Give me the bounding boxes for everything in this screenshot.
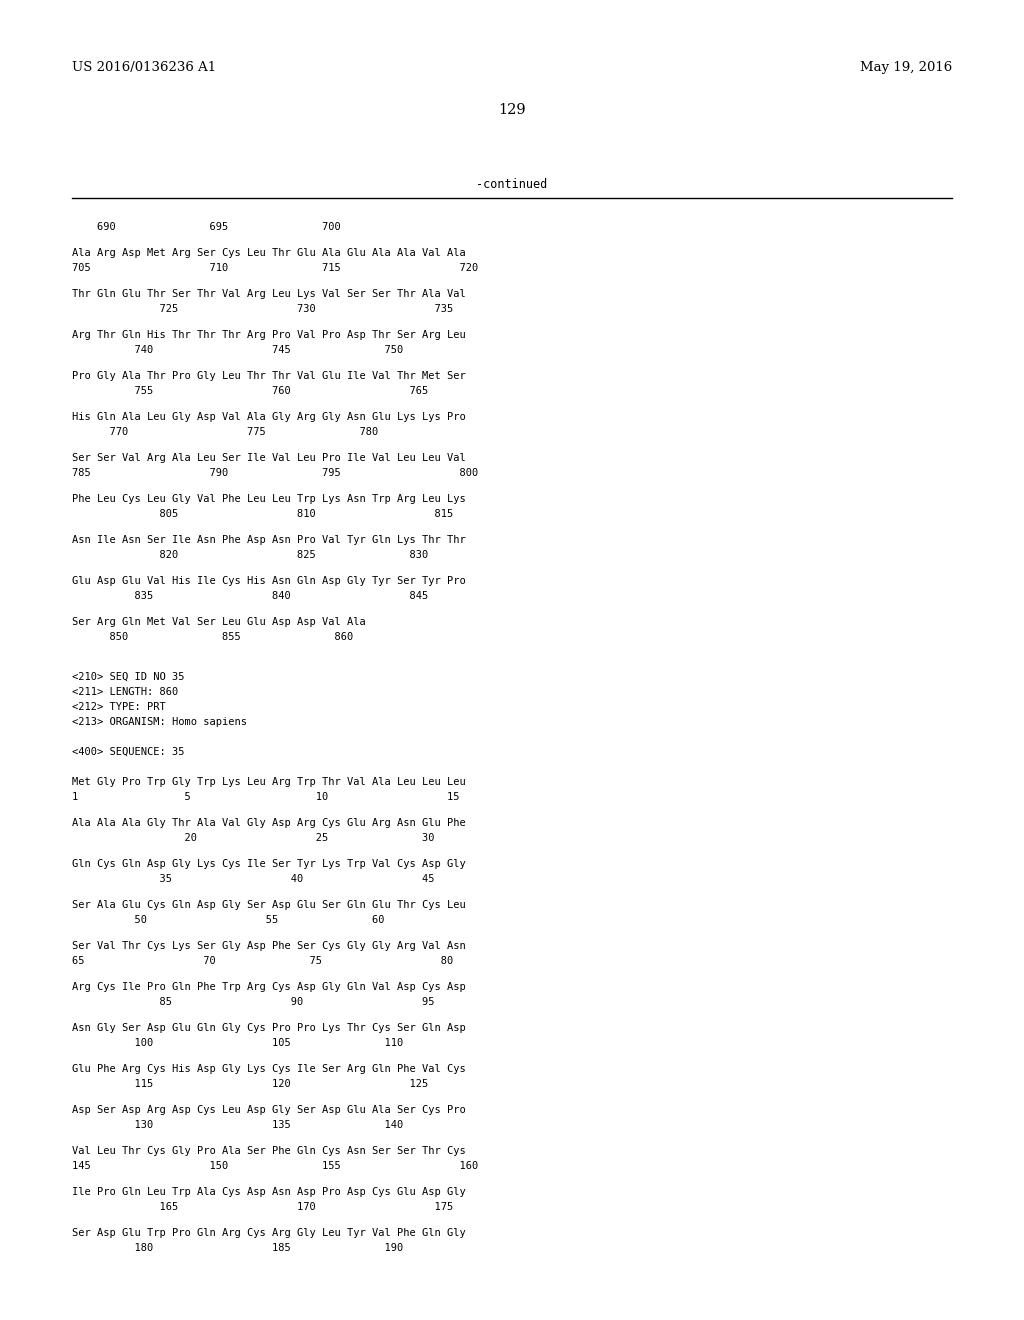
Text: Met Gly Pro Trp Gly Trp Lys Leu Arg Trp Thr Val Ala Leu Leu Leu: Met Gly Pro Trp Gly Trp Lys Leu Arg Trp …: [72, 777, 466, 787]
Text: <212> TYPE: PRT: <212> TYPE: PRT: [72, 702, 166, 711]
Text: US 2016/0136236 A1: US 2016/0136236 A1: [72, 62, 216, 74]
Text: Ser Ser Val Arg Ala Leu Ser Ile Val Leu Pro Ile Val Leu Leu Val: Ser Ser Val Arg Ala Leu Ser Ile Val Leu …: [72, 453, 466, 463]
Text: Thr Gln Glu Thr Ser Thr Val Arg Leu Lys Val Ser Ser Thr Ala Val: Thr Gln Glu Thr Ser Thr Val Arg Leu Lys …: [72, 289, 466, 300]
Text: Ser Asp Glu Trp Pro Gln Arg Cys Arg Gly Leu Tyr Val Phe Gln Gly: Ser Asp Glu Trp Pro Gln Arg Cys Arg Gly …: [72, 1228, 466, 1238]
Text: 180                   185               190: 180 185 190: [72, 1243, 403, 1253]
Text: Ser Val Thr Cys Lys Ser Gly Asp Phe Ser Cys Gly Gly Arg Val Asn: Ser Val Thr Cys Lys Ser Gly Asp Phe Ser …: [72, 941, 466, 950]
Text: Ala Ala Ala Gly Thr Ala Val Gly Asp Arg Cys Glu Arg Asn Glu Phe: Ala Ala Ala Gly Thr Ala Val Gly Asp Arg …: [72, 818, 466, 828]
Text: -continued: -continued: [476, 178, 548, 191]
Text: 145                   150               155                   160: 145 150 155 160: [72, 1162, 478, 1171]
Text: Val Leu Thr Cys Gly Pro Ala Ser Phe Gln Cys Asn Ser Ser Thr Cys: Val Leu Thr Cys Gly Pro Ala Ser Phe Gln …: [72, 1146, 466, 1156]
Text: Pro Gly Ala Thr Pro Gly Leu Thr Thr Val Glu Ile Val Thr Met Ser: Pro Gly Ala Thr Pro Gly Leu Thr Thr Val …: [72, 371, 466, 381]
Text: Phe Leu Cys Leu Gly Val Phe Leu Leu Trp Lys Asn Trp Arg Leu Lys: Phe Leu Cys Leu Gly Val Phe Leu Leu Trp …: [72, 494, 466, 504]
Text: Ala Arg Asp Met Arg Ser Cys Leu Thr Glu Ala Glu Ala Ala Val Ala: Ala Arg Asp Met Arg Ser Cys Leu Thr Glu …: [72, 248, 466, 257]
Text: 50                   55               60: 50 55 60: [72, 915, 384, 925]
Text: 740                   745               750: 740 745 750: [72, 345, 403, 355]
Text: 20                   25               30: 20 25 30: [72, 833, 434, 843]
Text: Ser Ala Glu Cys Gln Asp Gly Ser Asp Glu Ser Gln Glu Thr Cys Leu: Ser Ala Glu Cys Gln Asp Gly Ser Asp Glu …: [72, 900, 466, 909]
Text: Gln Cys Gln Asp Gly Lys Cys Ile Ser Tyr Lys Trp Val Cys Asp Gly: Gln Cys Gln Asp Gly Lys Cys Ile Ser Tyr …: [72, 859, 466, 869]
Text: 835                   840                   845: 835 840 845: [72, 591, 428, 601]
Text: 35                   40                   45: 35 40 45: [72, 874, 434, 884]
Text: 755                   760                   765: 755 760 765: [72, 385, 428, 396]
Text: <400> SEQUENCE: 35: <400> SEQUENCE: 35: [72, 747, 184, 756]
Text: Asp Ser Asp Arg Asp Cys Leu Asp Gly Ser Asp Glu Ala Ser Cys Pro: Asp Ser Asp Arg Asp Cys Leu Asp Gly Ser …: [72, 1105, 466, 1115]
Text: <213> ORGANISM: Homo sapiens: <213> ORGANISM: Homo sapiens: [72, 717, 247, 727]
Text: 785                   790               795                   800: 785 790 795 800: [72, 469, 478, 478]
Text: 820                   825               830: 820 825 830: [72, 550, 428, 560]
Text: Glu Phe Arg Cys His Asp Gly Lys Cys Ile Ser Arg Gln Phe Val Cys: Glu Phe Arg Cys His Asp Gly Lys Cys Ile …: [72, 1064, 466, 1074]
Text: <211> LENGTH: 860: <211> LENGTH: 860: [72, 686, 178, 697]
Text: 1                 5                    10                   15: 1 5 10 15: [72, 792, 460, 803]
Text: 705                   710               715                   720: 705 710 715 720: [72, 263, 478, 273]
Text: <210> SEQ ID NO 35: <210> SEQ ID NO 35: [72, 672, 184, 682]
Text: 85                   90                   95: 85 90 95: [72, 997, 434, 1007]
Text: 805                   810                   815: 805 810 815: [72, 510, 454, 519]
Text: Arg Thr Gln His Thr Thr Thr Arg Pro Val Pro Asp Thr Ser Arg Leu: Arg Thr Gln His Thr Thr Thr Arg Pro Val …: [72, 330, 466, 341]
Text: 100                   105               110: 100 105 110: [72, 1038, 403, 1048]
Text: 850               855               860: 850 855 860: [72, 632, 353, 642]
Text: Ile Pro Gln Leu Trp Ala Cys Asp Asn Asp Pro Asp Cys Glu Asp Gly: Ile Pro Gln Leu Trp Ala Cys Asp Asn Asp …: [72, 1187, 466, 1197]
Text: 725                   730                   735: 725 730 735: [72, 304, 454, 314]
Text: 115                   120                   125: 115 120 125: [72, 1078, 428, 1089]
Text: 690               695               700: 690 695 700: [72, 222, 341, 232]
Text: 129: 129: [499, 103, 525, 117]
Text: 165                   170                   175: 165 170 175: [72, 1203, 454, 1212]
Text: 770                   775               780: 770 775 780: [72, 426, 378, 437]
Text: May 19, 2016: May 19, 2016: [860, 62, 952, 74]
Text: Asn Gly Ser Asp Glu Gln Gly Cys Pro Pro Lys Thr Cys Ser Gln Asp: Asn Gly Ser Asp Glu Gln Gly Cys Pro Pro …: [72, 1023, 466, 1034]
Text: Asn Ile Asn Ser Ile Asn Phe Asp Asn Pro Val Tyr Gln Lys Thr Thr: Asn Ile Asn Ser Ile Asn Phe Asp Asn Pro …: [72, 535, 466, 545]
Text: 65                   70               75                   80: 65 70 75 80: [72, 956, 454, 966]
Text: His Gln Ala Leu Gly Asp Val Ala Gly Arg Gly Asn Glu Lys Lys Pro: His Gln Ala Leu Gly Asp Val Ala Gly Arg …: [72, 412, 466, 422]
Text: Ser Arg Gln Met Val Ser Leu Glu Asp Asp Val Ala: Ser Arg Gln Met Val Ser Leu Glu Asp Asp …: [72, 616, 366, 627]
Text: 130                   135               140: 130 135 140: [72, 1119, 403, 1130]
Text: Glu Asp Glu Val His Ile Cys His Asn Gln Asp Gly Tyr Ser Tyr Pro: Glu Asp Glu Val His Ile Cys His Asn Gln …: [72, 576, 466, 586]
Text: Arg Cys Ile Pro Gln Phe Trp Arg Cys Asp Gly Gln Val Asp Cys Asp: Arg Cys Ile Pro Gln Phe Trp Arg Cys Asp …: [72, 982, 466, 993]
